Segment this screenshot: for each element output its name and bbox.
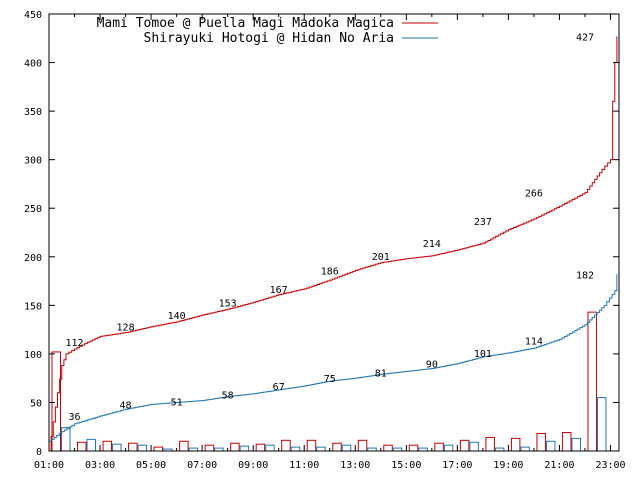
x-tick-label-0100: 01:00: [34, 460, 64, 471]
cumulative-lines-layer: [49, 36, 618, 452]
bar-s1-1700: [459, 439, 470, 452]
y-tick-label-200: 200: [24, 253, 42, 264]
bar-s1-1400: [383, 444, 393, 452]
x-axis: 01:00 03:00 05:00 07:00 09:00 11:00 13:00 15:00…: [34, 14, 626, 471]
bar-s1-0500: [153, 446, 164, 452]
y-tick-label-250: 250: [24, 204, 42, 215]
point-label-s1-2200: 427: [576, 32, 594, 43]
point-label-s1-0800: 153: [219, 298, 237, 309]
bar-s1-0600: [179, 440, 189, 452]
point-label-s2-0600: 51: [171, 397, 183, 408]
bar-s1-0200: [77, 441, 87, 452]
bar-s1-0700: [204, 444, 215, 452]
bar-s1-2200: [587, 311, 597, 452]
point-label-s2-1600: 90: [426, 360, 438, 371]
point-label-s2-0800: 58: [222, 391, 234, 402]
y-tick-label-50: 50: [30, 398, 42, 409]
x-tick-label-1700: 17:00: [442, 460, 472, 471]
bar-s2-0300: [112, 443, 122, 452]
y-axis: 0 50 100 150 200 250 300 350 400 450: [24, 10, 619, 458]
bar-s1-1600: [434, 442, 444, 452]
point-label-s1-0200: 112: [65, 338, 83, 349]
bar-s2-0200: [86, 438, 97, 452]
bar-s2-1700: [469, 441, 479, 452]
bar-s2-2000: [545, 440, 556, 452]
x-tick-label-2100: 21:00: [544, 460, 574, 471]
point-label-s1-0400: 128: [117, 323, 135, 334]
point-label-s2-1800: 101: [474, 349, 492, 360]
bar-s1-1500: [408, 444, 419, 452]
point-label-s2-0400: 48: [120, 400, 132, 411]
bar-s2-1600: [443, 444, 454, 452]
point-label-s1-1000: 167: [270, 285, 288, 296]
x-tick-label-1500: 15:00: [391, 460, 421, 471]
point-label-s1-2000: 266: [525, 189, 543, 200]
point-label-s1-1400: 201: [372, 252, 390, 263]
bar-s1-1100: [306, 439, 317, 452]
legend: Mami Tomoe @ Puella Magi Madoka Magica S…: [97, 16, 438, 46]
point-label-s1-1800: 237: [474, 217, 492, 228]
bar-s1-1300: [357, 439, 368, 452]
x-tick-label-0500: 05:00: [136, 460, 166, 471]
point-labels-layer: 112 128 140 153 167 186 201 214 237 266 427 36 48 51 5…: [65, 32, 594, 423]
x-tick-label-1900: 19:00: [493, 460, 523, 471]
point-label-s2-1400: 81: [375, 368, 387, 379]
bar-s2-0400: [137, 444, 148, 452]
series-line-1: [49, 36, 618, 452]
y-tick-label-0: 0: [36, 447, 42, 458]
x-tick-label-2300: 23:00: [595, 460, 625, 471]
x-tick-label-1300: 13:00: [340, 460, 370, 471]
bar-s2-0900: [265, 444, 275, 452]
y-tick-label-150: 150: [24, 301, 42, 312]
bar-s1-1200: [332, 442, 342, 452]
bar-s2-1900: [520, 446, 530, 452]
point-label-s2-1200: 75: [324, 374, 336, 385]
bar-s1-0300: [102, 440, 113, 452]
bar-s2-2100: [571, 437, 581, 452]
bar-s1-1000: [281, 439, 291, 452]
bar-s2-0800: [239, 445, 250, 452]
bar-s2-2200: [596, 397, 607, 452]
y-tick-label-100: 100: [24, 350, 42, 361]
x-tick-label-0700: 07:00: [187, 460, 217, 471]
y-tick-label-350: 350: [24, 107, 42, 118]
bar-s1-1800: [485, 436, 495, 452]
point-label-s1-1600: 214: [423, 239, 441, 250]
bar-s2-1200: [341, 444, 352, 452]
bar-s1-1900: [510, 437, 521, 452]
point-label-s2-1000: 67: [273, 382, 285, 393]
point-label-s1-1200: 186: [321, 266, 339, 277]
point-label-s2-2200: 182: [576, 270, 594, 281]
y-tick-label-450: 450: [24, 10, 42, 21]
point-label-s2-0200: 36: [68, 412, 80, 423]
plot-frame: [48, 13, 620, 452]
x-tick-label-0900: 09:00: [238, 460, 268, 471]
series-line-2: [49, 274, 618, 442]
bar-s1-0800: [230, 442, 240, 452]
x-tick-label-1100: 11:00: [289, 460, 319, 471]
x-tick-label-0300: 03:00: [85, 460, 115, 471]
bar-s1-0400: [128, 442, 138, 452]
bar-s1-2000: [536, 433, 546, 452]
bar-s1-2100: [561, 432, 572, 452]
bar-s1-0900: [255, 443, 266, 452]
bar-s2-1100: [316, 446, 326, 452]
bar-s2-1000: [290, 446, 301, 452]
point-label-s2-2000: 114: [525, 336, 543, 347]
legend-label-series-1: Mami Tomoe @ Puella Magi Madoka Magica: [97, 16, 394, 31]
y-tick-label-400: 400: [24, 59, 42, 70]
y-tick-label-300: 300: [24, 156, 42, 167]
legend-label-series-2: Shirayuki Hotogi @ Hidan No Aria: [144, 31, 394, 46]
point-label-s1-0600: 140: [168, 311, 186, 322]
